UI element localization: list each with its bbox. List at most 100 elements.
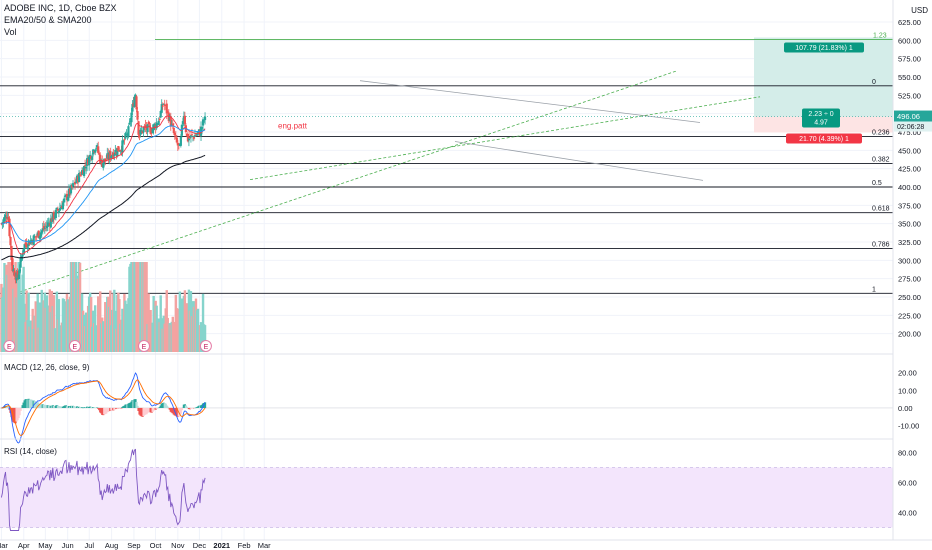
candle-body [22,248,25,253]
candle-body [102,162,105,168]
candle-body [55,207,58,210]
price-axis-tick: 525.00 [898,91,921,100]
candle-body [113,154,116,156]
candle-body [98,153,101,155]
candle-body [196,131,200,133]
candle-body [197,129,201,132]
macd-histogram-bar [157,407,160,409]
candle-body [88,156,91,166]
candle-body [157,120,160,126]
candle-body [25,243,28,248]
candle-body [130,112,133,123]
candle-body [125,133,128,135]
rsi-axis-tick: 40.00 [898,509,917,518]
indicator-title: EMA20/50 & SMA200 [4,15,92,25]
candle-body [147,122,150,125]
candle-body [152,124,155,130]
candle-body [58,208,62,211]
macd-histogram-bar [80,407,84,408]
volume-bar [99,291,102,352]
candle-body [3,216,6,222]
rsi-axis-tick: 80.00 [898,449,917,458]
candle-body [17,274,20,279]
candle-body [9,236,12,246]
candle-body [121,140,124,153]
candle-body [123,139,126,141]
trend-lines [0,70,893,299]
candle-body [155,122,158,129]
candle-body [148,125,151,127]
price-axis-tick: 450.00 [898,146,921,155]
candle-body [136,111,139,120]
macd-histogram-bar [81,407,85,409]
volume-bar [52,295,56,352]
volume-bar [109,290,112,352]
macd-histogram-bar [193,407,197,409]
candle-body [39,232,42,237]
candle-body [187,138,191,141]
signal-line [1,379,206,436]
candle-body [13,270,16,277]
candle-body [139,129,142,135]
moving-averages [1,115,206,261]
earnings-label: E [73,344,78,351]
fib-label: 0 [872,79,876,86]
candle-body [73,181,77,185]
candle-body [11,258,14,271]
candle-body [146,124,149,133]
price-axis-tick: 300.00 [898,256,921,265]
time-axis-tick: Mar [258,541,271,550]
price-axis-tick: 325.00 [898,238,921,247]
candle-body [35,235,38,237]
fib-label: 0.382 [872,157,890,164]
candle-body [160,104,163,113]
candle-body [96,145,99,148]
macd-histogram-bar [89,406,92,408]
last-price-badge [894,110,932,122]
candle-body [38,235,41,239]
candle-body [79,174,83,176]
stop-label-bg [786,133,862,144]
candle-body [16,270,19,278]
candle-body [34,236,37,238]
candle-body [158,119,161,120]
candle-body [202,120,206,122]
earnings-label: E [7,344,12,351]
macd-axis-tick: 10.00 [898,386,917,395]
target-label-bg [784,42,864,53]
candle-body [172,127,175,134]
candle-body [179,136,182,146]
candle-body [169,116,172,127]
candle-body [77,173,81,183]
rsi-band [0,467,893,528]
time-axis-tick: Aug [105,541,118,550]
candle-body [84,165,87,167]
macd-histogram-bar [18,407,21,416]
macd-histogram-bar [185,406,189,408]
channel-upper [359,80,701,123]
macd-title: MACD (12, 26, close, 9) [4,363,90,372]
candle-body [200,126,204,129]
time-axis-tick: 2021 [213,541,230,550]
candle-body [194,134,198,136]
macd-histogram-bar [203,402,207,408]
candle-body [171,123,174,127]
candle-body [124,133,127,139]
fib-label: 1.23 [873,33,887,40]
candle-body [165,103,168,114]
candle-body [135,96,138,110]
candle-body [128,122,131,125]
candle-body [174,135,177,137]
candle-body [61,202,65,210]
candle-body [116,148,119,157]
fib-label: 0.618 [872,206,890,213]
price-axis-tick: 350.00 [898,220,921,229]
countdown-value: 02:06:28 [897,124,924,131]
candle-body [159,111,162,118]
volume-title: Vol [4,27,17,37]
candle-body [137,121,140,135]
macd-histogram-bar [180,407,183,411]
candle-body [142,127,145,133]
countdown-badge [894,121,932,132]
